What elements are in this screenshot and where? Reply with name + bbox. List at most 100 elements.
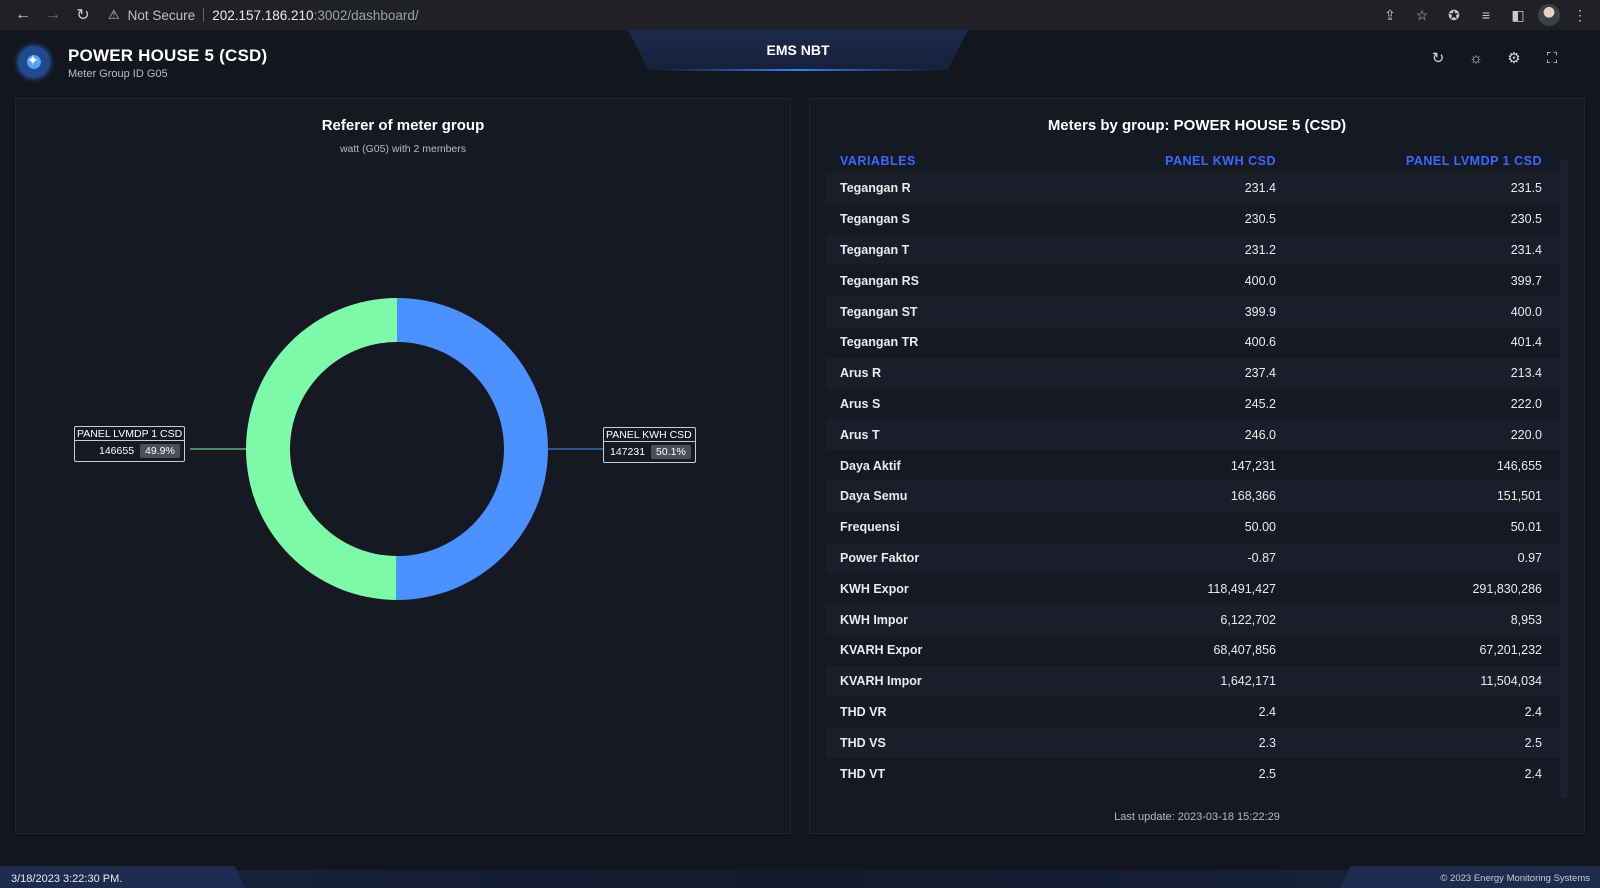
extensions-icon[interactable]: ✪	[1448, 6, 1460, 23]
refresh-icon[interactable]: ↻	[1431, 50, 1445, 67]
table-body: Tegangan R 231.4 231.5 Tegangan S 230.5 230.5…	[826, 173, 1562, 789]
forward-icon[interactable]: →	[45, 6, 61, 23]
callout-panel-lvmdp: PANEL LVMDP 1 CSD 146655 49.9%	[74, 426, 186, 462]
row-value: 0.97	[1517, 550, 1542, 565]
table-row: KVARH Expor 68,407,856 67,201,232	[826, 635, 1562, 666]
row-value: 151,501	[1496, 489, 1542, 504]
donut-slice[interactable]	[246, 298, 397, 600]
row-variable: Tegangan ST	[840, 304, 918, 319]
address-bar[interactable]: ⚠ Not Secure 202.157.186.210:3002/dashbo…	[108, 3, 1408, 27]
table-row: KWH Impor 6,122,702 8,953	[826, 604, 1562, 635]
footer-bar: 3/18/2023 3:22:30 PM. © 2023 Energy Moni…	[0, 848, 1600, 888]
row-value: 231.4	[1510, 242, 1542, 257]
fullscreen-icon[interactable]: ⛶	[1546, 49, 1558, 67]
chart-title: Referer of meter group	[321, 117, 485, 134]
app-root: POWER HOUSE 5 (CSD) Meter Group ID G05 E…	[0, 30, 1600, 888]
row-value: 11,504,034	[1480, 674, 1542, 689]
row-value: 8,953	[1510, 612, 1542, 627]
footer-datetime: 3/18/2023 3:22:30 PM.	[11, 873, 123, 885]
row-value: 118,491,427	[1207, 581, 1276, 596]
row-variable: Daya Aktif	[840, 458, 901, 473]
reading-list-icon[interactable]: ≡	[1481, 7, 1491, 23]
callout-value: 147231	[610, 446, 646, 458]
side-panel-icon[interactable]: ◧	[1511, 6, 1525, 23]
gear-icon[interactable]: ⚙	[1507, 50, 1521, 67]
table-scrollbar[interactable]	[1560, 159, 1568, 799]
profile-avatar[interactable]	[1538, 4, 1560, 26]
row-variable: KVARH Impor	[840, 674, 922, 689]
sun-icon[interactable]: ☼	[1469, 49, 1483, 67]
back-icon[interactable]: ←	[15, 6, 31, 23]
row-variable: Daya Semu	[840, 489, 908, 504]
row-variable: KVARH Expor	[840, 643, 923, 658]
row-value: 146,655	[1496, 458, 1542, 473]
row-value: 400.6	[1244, 335, 1276, 350]
row-value: 222.0	[1510, 396, 1542, 411]
address-separator	[203, 8, 205, 22]
row-value: 2.5	[1524, 735, 1542, 750]
row-value: 400.0	[1510, 304, 1542, 319]
table-row: Daya Semu 168,366 151,501	[826, 480, 1562, 512]
table-row: Power Faktor -0.87 0.97	[826, 542, 1562, 574]
row-value: 2.4	[1258, 704, 1276, 719]
table-row: Arus T 246.0 220.0	[826, 419, 1562, 451]
callout-label: PANEL KWH CSD	[604, 428, 695, 442]
table-row: Daya Aktif 147,231 146,655	[826, 450, 1562, 481]
row-variable: THD VR	[840, 704, 887, 719]
url-host: 202.157.186.210	[212, 7, 314, 23]
row-value: 237.4	[1244, 366, 1276, 381]
table-row: Frequensi 50.00 50.01	[826, 512, 1562, 543]
table-row: Tegangan ST 399.9 400.0	[826, 296, 1562, 327]
meters-table[interactable]: VARIABLES PANEL KWH CSD PANEL LVMDP 1 CS…	[826, 149, 1562, 799]
callout-percent: 49.9%	[140, 444, 180, 458]
table-row: Tegangan R 231.4 231.5	[826, 173, 1562, 204]
callout-percent: 50.1%	[651, 445, 691, 459]
row-value: 2.4	[1524, 704, 1542, 719]
table-header: VARIABLES PANEL KWH CSD PANEL LVMDP 1 CS…	[826, 149, 1562, 173]
table-row: THD VS 2.3 2.5	[826, 727, 1562, 759]
table-row: THD VR 2.4 2.4	[826, 697, 1562, 728]
row-value: 213.4	[1510, 366, 1542, 381]
security-label: Not Secure	[127, 7, 196, 23]
row-value: 147,231	[1230, 458, 1276, 473]
row-value: 168,366	[1230, 489, 1276, 504]
row-variable: Power Faktor	[840, 550, 920, 565]
column-header: VARIABLES	[840, 154, 916, 168]
table-row: KVARH Impor 1,642,171 11,504,034	[826, 665, 1562, 697]
row-value: 245.2	[1244, 396, 1276, 411]
reload-icon[interactable]: ↻	[76, 7, 90, 24]
row-value: 1,642,171	[1220, 674, 1276, 689]
row-value: 399.7	[1510, 273, 1542, 288]
column-header: PANEL KWH CSD	[1165, 154, 1276, 168]
page-subtitle: Meter Group ID G05	[68, 68, 168, 80]
share-icon[interactable]: ⇪	[1384, 6, 1396, 23]
more-menu-icon[interactable]: ⋮	[1573, 6, 1587, 23]
row-value: 401.4	[1510, 335, 1542, 350]
table-row: Arus R 237.4 213.4	[826, 357, 1562, 389]
bookmark-star-icon[interactable]: ☆	[1415, 6, 1429, 23]
table-row: Tegangan S 230.5 230.5	[826, 204, 1562, 235]
table-row: Tegangan TR 400.6 401.4	[826, 327, 1562, 358]
row-value: 68,407,856	[1213, 643, 1276, 658]
last-update-text: Last update: 2023-03-18 15:22:29	[1114, 811, 1280, 823]
table-row: THD VT 2.5 2.4	[826, 758, 1562, 789]
row-variable: Tegangan TR	[840, 335, 919, 350]
row-value: 400.0	[1244, 273, 1276, 288]
row-variable: KWH Expor	[840, 581, 909, 596]
table-row: Tegangan RS 400.0 399.7	[826, 265, 1562, 296]
warning-icon: ⚠	[108, 7, 120, 22]
column-header: PANEL LVMDP 1 CSD	[1405, 154, 1542, 168]
footer-copyright: © 2023 Energy Monitoring Systems	[1440, 873, 1590, 884]
row-variable: Tegangan RS	[840, 273, 919, 288]
browser-toolbar: ← → ↻ ⚠ Not Secure 202.157.186.210:3002/…	[0, 0, 1600, 30]
donut-panel: Referer of meter group watt (G05) with 2…	[15, 98, 791, 834]
row-value: -0.87	[1247, 550, 1277, 565]
row-variable: THD VT	[840, 766, 886, 781]
row-variable: THD VS	[840, 735, 886, 750]
row-value: 67,201,232	[1479, 643, 1542, 658]
row-value: 220.0	[1510, 427, 1542, 442]
row-variable: Arus R	[840, 366, 881, 381]
row-value: 2.5	[1258, 766, 1276, 781]
donut-slice[interactable]	[396, 298, 549, 600]
table-row: KWH Expor 118,491,427 291,830,286	[826, 573, 1562, 604]
